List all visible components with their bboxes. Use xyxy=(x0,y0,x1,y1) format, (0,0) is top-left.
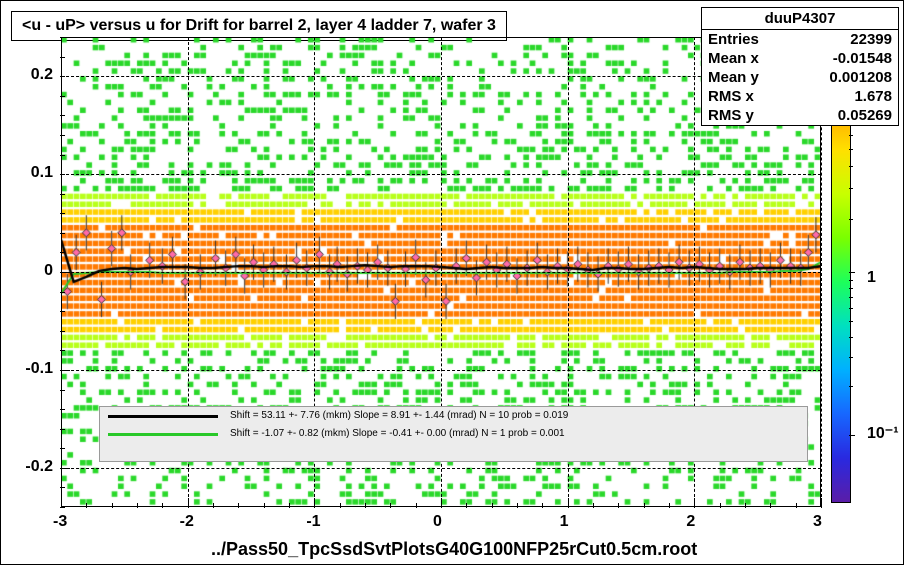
xtick-label: -3 xyxy=(53,513,67,531)
legend-text: Shift = 53.11 +- 7.76 (mkm) Slope = 8.91… xyxy=(230,410,568,421)
ytick-label: -0.1 xyxy=(0,360,53,378)
stats-row: RMS y0.05269 xyxy=(702,106,898,125)
chart-title-text: <u - uP> versus u for Drift for barrel 2… xyxy=(22,17,496,35)
xtick-label: 1 xyxy=(560,513,569,531)
legend-panel: Shift = 53.11 +- 7.76 (mkm) Slope = 8.91… xyxy=(99,406,808,462)
xtick-label: -2 xyxy=(180,513,194,531)
xtick-label: 3 xyxy=(813,513,822,531)
stats-row: Entries22399 xyxy=(702,30,898,49)
file-path-label: ../Pass50_TpcSsdSvtPlotsG40G100NFP25rCut… xyxy=(211,539,697,560)
stats-box: duuP4307 Entries22399 Mean x-0.01548 Mea… xyxy=(701,7,899,126)
ytick-label: 0.1 xyxy=(0,164,53,182)
xtick-label: 2 xyxy=(686,513,695,531)
colorbar xyxy=(831,61,861,501)
legend-text: Shift = -1.07 +- 0.82 (mkm) Slope = -0.4… xyxy=(230,428,565,439)
colorbar-label: 1 xyxy=(867,269,876,287)
xtick-label: -1 xyxy=(306,513,320,531)
ytick-label: 0.2 xyxy=(0,66,53,84)
colorbar-gradient xyxy=(831,61,851,503)
stats-row: Mean y0.001208 xyxy=(702,68,898,87)
legend-swatch-green xyxy=(108,433,218,436)
colorbar-label: 10⁻¹ xyxy=(867,423,899,443)
ytick-label: -0.2 xyxy=(0,458,53,476)
legend-swatch-black xyxy=(108,415,218,418)
stats-row: RMS x1.678 xyxy=(702,87,898,106)
stats-row: Mean x-0.01548 xyxy=(702,49,898,68)
xtick-label: 0 xyxy=(433,513,442,531)
stats-name: duuP4307 xyxy=(702,8,898,30)
ytick-label: 0 xyxy=(0,262,53,280)
